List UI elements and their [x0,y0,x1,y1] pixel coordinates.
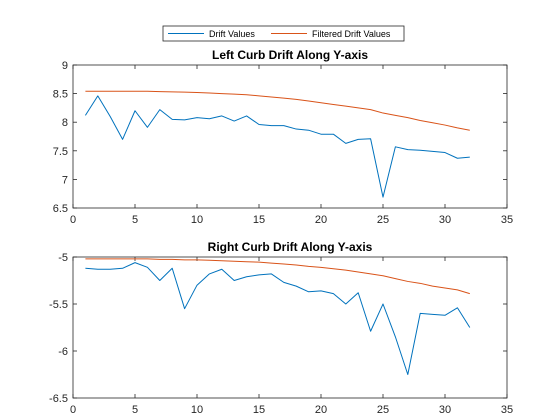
series-line-drift-values-right-curb [85,262,471,375]
legend: Drift Values Filtered Drift Values [162,25,405,42]
y-tick-label-right-curb: -6.5 [49,393,68,405]
series-line-filtered-drift-values-left-curb [85,90,470,131]
x-tick-label-left-curb: 30 [439,214,451,226]
subplot-left-curb: Left Curb Drift Along Y-axis 0 5 10 15 20 25 3… [53,48,513,226]
x-tick-label-right-curb: 5 [132,404,138,416]
subplot-right-curb: Right Curb Drift Along Y-axis 0 5 10 15 20 25… [49,240,513,416]
x-tick-label-left-curb: 35 [501,214,513,226]
x-tick-label-right-curb: 10 [191,404,203,416]
y-tick-label-left-curb: 9 [62,60,68,72]
y-tick-label-left-curb: 6.5 [53,203,68,215]
tick-group-right-curb: 0 5 10 15 20 25 30 35 -6.5 -6 -5.5 -5 [49,252,513,416]
tick-group-left-curb: 0 5 10 15 20 25 30 35 6.5 7 7.5 8 8.5 9 [53,60,513,226]
y-tick-label-left-curb: 8 [62,117,68,129]
subplot-title-left-curb: Left Curb Drift Along Y-axis [212,48,368,62]
x-tick-label-right-curb: 25 [377,404,389,416]
x-tick-label-right-curb: 30 [439,404,451,416]
series-line-filtered-drift-values-right-curb [85,258,470,295]
series-group-right-curb [85,258,471,375]
axes-box-right-curb [72,256,508,399]
series-group-left-curb [84,90,470,198]
legend-label-drift: Drift Values [209,29,255,39]
x-tick-label-left-curb: 10 [191,214,203,226]
y-tick-label-left-curb: 8.5 [53,89,68,101]
axes-box-left-curb [72,64,508,209]
x-tick-label-right-curb: 15 [253,404,265,416]
x-tick-label-left-curb: 25 [377,214,389,226]
series-line-drift-values-left-curb [84,95,470,198]
y-tick-label-right-curb: -5.5 [49,299,68,311]
x-tick-label-left-curb: 15 [253,214,265,226]
y-tick-label-right-curb: -6 [58,346,68,358]
x-tick-label-right-curb: 0 [70,404,76,416]
x-tick-label-left-curb: 20 [315,214,327,226]
y-tick-label-left-curb: 7 [62,174,68,186]
y-tick-label-left-curb: 7.5 [53,146,68,158]
x-tick-label-right-curb: 20 [315,404,327,416]
x-tick-label-left-curb: 0 [70,214,76,226]
legend-label-filtered: Filtered Drift Values [312,29,391,39]
subplot-title-right-curb: Right Curb Drift Along Y-axis [208,240,373,254]
x-tick-label-right-curb: 35 [501,404,513,416]
x-tick-label-left-curb: 5 [132,214,138,226]
y-tick-label-right-curb: -5 [58,252,68,264]
